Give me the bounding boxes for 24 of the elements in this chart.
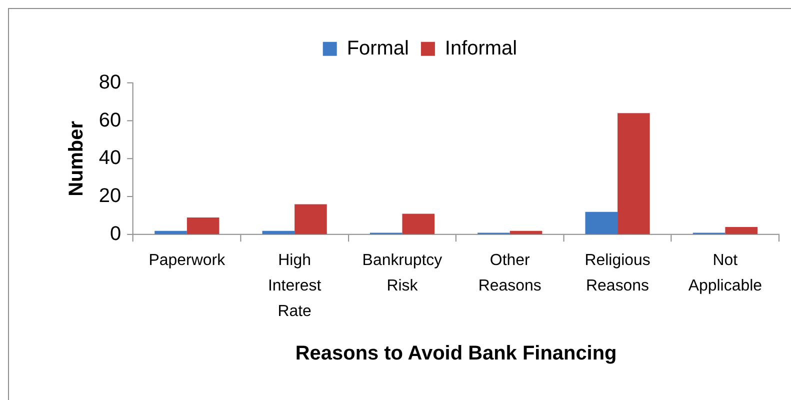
bar — [725, 227, 758, 234]
x-tick-label: Bankruptcy Risk — [362, 252, 442, 294]
bar — [618, 113, 650, 234]
bar — [154, 230, 187, 234]
y-tick-label: 40 — [98, 147, 122, 170]
x-tick-label: Paperwork — [148, 252, 226, 269]
bar — [186, 218, 220, 234]
bar — [294, 204, 327, 234]
x-tick-label: Not Applicable — [688, 252, 762, 294]
y-tick-label: 80 — [98, 71, 122, 94]
x-tick-label: Religious Reasons — [584, 252, 650, 294]
legend-label: Informal — [444, 37, 518, 60]
y-axis-title: Number — [65, 120, 88, 196]
x-axis-title: Reasons to Avoid Bank Financing — [295, 342, 617, 365]
x-tick-label: High Interest Rate — [268, 252, 322, 320]
bar — [402, 214, 435, 234]
y-tick-label: 60 — [98, 109, 122, 132]
x-tick-label: Other Reasons — [478, 252, 542, 294]
bar — [262, 230, 295, 234]
bar — [585, 212, 618, 234]
bar — [510, 230, 542, 234]
y-tick-label: 20 — [98, 185, 122, 208]
legend-label: Formal — [346, 37, 409, 60]
y-tick-label: 0 — [110, 223, 122, 246]
